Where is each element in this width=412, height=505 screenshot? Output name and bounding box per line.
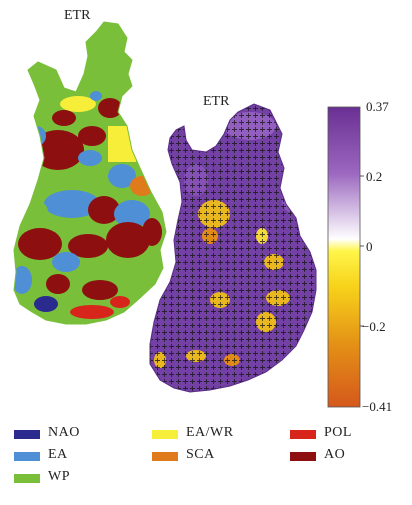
legend-label-nao: NAO <box>48 425 80 440</box>
legend-swatch-ao <box>290 452 316 461</box>
left-map-title: ETR <box>64 8 91 23</box>
left-region-map <box>14 22 166 324</box>
colorbar-tick-min: −0.41 <box>362 399 393 414</box>
legend: NAO EA/WR POL EA SCA AO WP <box>14 424 404 494</box>
legend-swatch-wp <box>14 474 40 483</box>
legend-swatch-ea-wr <box>152 430 178 439</box>
legend-swatch-sca <box>152 452 178 461</box>
colorbar-tick-neg02: −0.2 <box>362 319 386 334</box>
colorbar <box>327 106 364 408</box>
right-correlation-map <box>150 104 316 392</box>
legend-swatch-pol <box>290 430 316 439</box>
legend-label-ea: EA <box>48 447 68 462</box>
right-map-title: ETR <box>203 94 230 109</box>
legend-swatch-ea <box>14 452 40 461</box>
legend-label-wp: WP <box>48 469 70 484</box>
legend-label-ao: AO <box>324 447 346 462</box>
colorbar-tick-0: 0 <box>366 239 373 254</box>
colorbar-tick-02: 0.2 <box>366 169 383 184</box>
legend-label-ea-wr: EA/WR <box>186 425 234 440</box>
colorbar-tick-max: 0.37 <box>366 99 389 114</box>
legend-label-pol: POL <box>324 425 352 440</box>
legend-label-sca: SCA <box>186 447 215 462</box>
legend-swatch-nao <box>14 430 40 439</box>
